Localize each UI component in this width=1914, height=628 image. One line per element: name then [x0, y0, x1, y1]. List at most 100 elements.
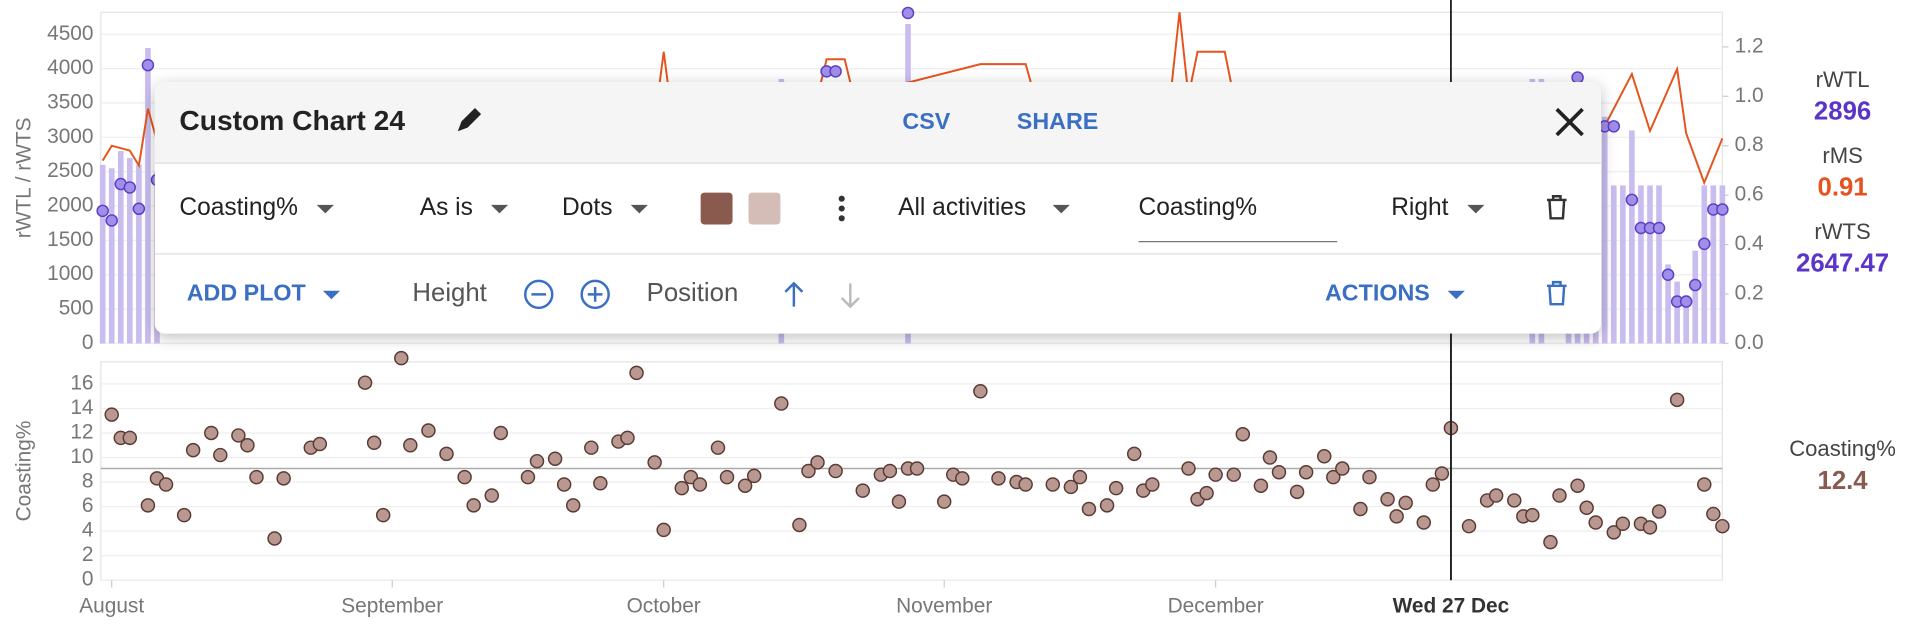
x-tick-label: November	[896, 595, 992, 618]
bar	[1647, 185, 1653, 344]
scatter-point	[267, 531, 282, 546]
bar	[1701, 185, 1708, 344]
bar	[99, 164, 106, 344]
scatter-point	[1588, 515, 1603, 530]
scatter-point	[457, 469, 472, 485]
scatter-point	[1353, 501, 1368, 517]
color-swatch[interactable]	[748, 192, 781, 225]
dot	[105, 214, 118, 227]
bar	[1638, 185, 1644, 344]
scatter-point	[674, 480, 690, 496]
height-label: Height	[412, 279, 486, 307]
delete-icon[interactable]	[1546, 195, 1567, 220]
move-up[interactable]	[784, 281, 804, 307]
bar	[117, 151, 124, 344]
scatter-point	[1235, 426, 1251, 442]
y-tick-label: 14	[70, 396, 93, 419]
increase-height[interactable]	[580, 279, 610, 310]
scatter-point	[1615, 516, 1631, 531]
y-tick-label: 12	[70, 420, 93, 443]
dot	[1625, 193, 1639, 207]
delete-chart[interactable]	[1546, 280, 1567, 306]
scatter-point	[1525, 507, 1540, 523]
y-tick-label: 4000	[47, 56, 93, 79]
scatter-point	[466, 498, 481, 513]
share-button[interactable]: SHARE	[1017, 108, 1099, 134]
bar	[1674, 281, 1680, 344]
metric-select[interactable]: Coasting%	[179, 194, 298, 221]
scatter-point	[556, 477, 572, 492]
scatter-point	[1316, 449, 1332, 464]
scatter-point	[484, 488, 499, 503]
dot	[1688, 278, 1702, 292]
scatter-point	[249, 469, 264, 485]
dot	[141, 58, 155, 72]
y-tick-label: 0	[82, 331, 94, 354]
scatter-point	[1579, 500, 1594, 516]
bar	[1719, 185, 1726, 344]
scatter-point	[973, 384, 988, 399]
y2-tick-label: 0.0	[1735, 331, 1764, 354]
scatter-point	[1253, 478, 1269, 493]
decrease-height[interactable]	[524, 279, 554, 310]
dot	[1661, 268, 1675, 281]
dot	[1698, 237, 1711, 251]
scatter-point	[1416, 515, 1432, 530]
scatter-point	[158, 477, 174, 492]
scatter-point	[737, 478, 753, 493]
y-tick-label: 2500	[47, 159, 93, 182]
dropdown-caret	[322, 290, 341, 300]
scatter-point	[991, 471, 1006, 486]
scatter-point	[185, 442, 201, 458]
readout-name: rWTS	[1814, 219, 1870, 244]
scatter-point	[620, 430, 635, 446]
move-down[interactable]	[840, 283, 860, 309]
edit-icon[interactable]	[457, 107, 482, 132]
scatter-point	[394, 350, 409, 366]
y2-tick-label: 0.8	[1735, 133, 1764, 156]
y-tick-label: 6	[82, 494, 94, 517]
scatter-point	[1226, 467, 1241, 482]
y-tick-label: 0	[82, 568, 94, 591]
scatter-point	[746, 468, 762, 484]
scatter-point	[1126, 446, 1142, 462]
filter-select[interactable]: All activities	[898, 194, 1026, 221]
scatter-point	[1271, 464, 1287, 480]
dropdown-caret	[1467, 204, 1485, 214]
dot	[901, 6, 915, 20]
y-axis-label: rWTL / rWTS	[12, 117, 35, 238]
bar	[136, 164, 142, 344]
scatter-point	[104, 407, 119, 422]
x-tick-label: September	[341, 595, 443, 618]
transform-select[interactable]: As is	[420, 194, 473, 221]
readout-value: 2896	[1814, 98, 1871, 126]
style-select[interactable]: Dots	[562, 194, 612, 221]
readout-value: 0.91	[1818, 174, 1868, 202]
bar	[1665, 264, 1671, 344]
label-field[interactable]: Coasting%	[1139, 194, 1258, 221]
scatter-point	[828, 463, 843, 479]
scatter-point	[276, 471, 291, 486]
more-icon[interactable]	[838, 195, 845, 222]
color-swatch[interactable]	[700, 192, 733, 225]
scatter-point	[1606, 525, 1622, 540]
actions-button[interactable]: ACTIONS	[1325, 280, 1430, 306]
readout-value: 12.4	[1818, 467, 1869, 495]
scatter-point	[1461, 518, 1477, 534]
axis-select[interactable]: Right	[1391, 194, 1448, 221]
cursor-label: Wed 27 Dec	[1393, 595, 1510, 618]
dot	[1716, 203, 1729, 216]
csv-button[interactable]: CSV	[902, 108, 950, 134]
scatter-point	[593, 476, 608, 491]
close-icon[interactable]	[1555, 107, 1584, 137]
scatter-point	[231, 428, 246, 443]
y2-tick-label: 1.0	[1735, 84, 1764, 107]
add-plot-button[interactable]: ADD PLOT	[187, 280, 306, 306]
scatter-point	[213, 447, 228, 463]
dropdown-caret	[316, 204, 334, 214]
scatter-point	[882, 463, 898, 479]
dialog-title: Custom Chart 24	[179, 104, 405, 136]
scatter-point	[1434, 466, 1450, 481]
scatter-point	[176, 507, 192, 523]
